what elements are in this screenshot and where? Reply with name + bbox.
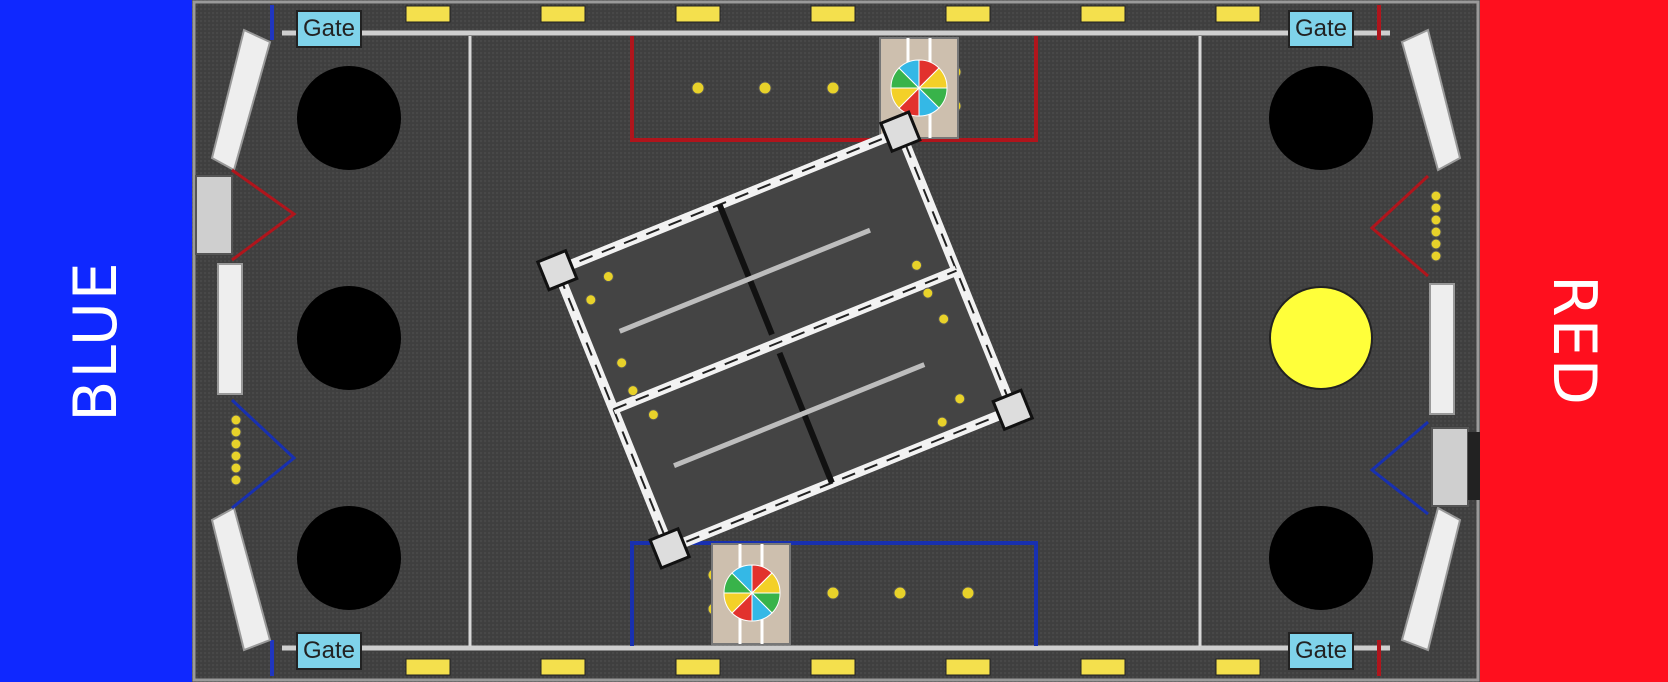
- field-drawing: [192, 0, 1480, 682]
- goal-blue-bottom[interactable]: [297, 506, 401, 610]
- side-ball-stack: [230, 190, 1442, 486]
- goal-blue-top[interactable]: [297, 66, 401, 170]
- barrier-pads: [405, 5, 1261, 676]
- red-side-panel: RED: [1480, 0, 1668, 682]
- gate-bottom-left[interactable]: Gate: [296, 632, 362, 670]
- spinner-wheel-icon: [723, 59, 948, 622]
- blue-side-panel: BLUE: [0, 0, 192, 682]
- goal-red-middle[interactable]: [1269, 286, 1373, 390]
- gate-top-right[interactable]: Gate: [1288, 10, 1354, 48]
- gate-bottom-right[interactable]: Gate: [1288, 632, 1354, 670]
- red-side-label: RED: [1539, 275, 1609, 407]
- gate-top-left[interactable]: Gate: [296, 10, 362, 48]
- robot-frame-icon: [535, 110, 1035, 570]
- game-field: Gate Gate Gate Gate: [192, 0, 1480, 682]
- goal-red-top[interactable]: [1269, 66, 1373, 170]
- goal-red-bottom[interactable]: [1269, 506, 1373, 610]
- goal-blue-middle[interactable]: [297, 286, 401, 390]
- side-walls: [210, 28, 1462, 652]
- blue-side-label: BLUE: [61, 260, 131, 422]
